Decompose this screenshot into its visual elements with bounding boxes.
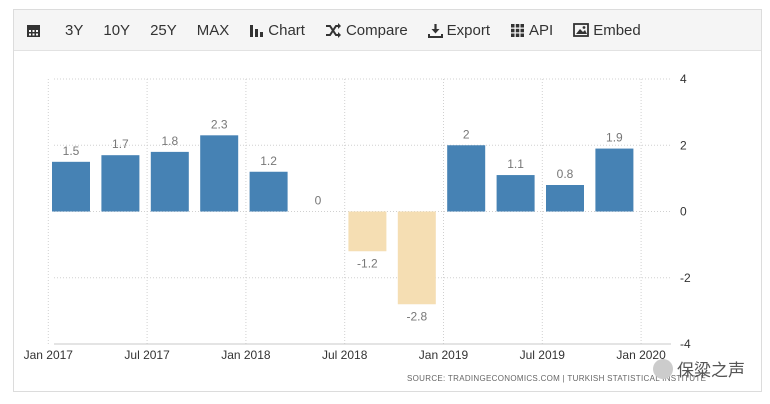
y-tick-label: -4 xyxy=(680,337,691,351)
grid-icon xyxy=(511,23,525,37)
y-tick-label: -2 xyxy=(680,271,691,285)
bar-q1-2019 xyxy=(447,145,486,212)
data-label: 1.2 xyxy=(260,154,277,168)
data-label: 1.7 xyxy=(112,137,129,151)
x-tick-label: Jan 2020 xyxy=(616,348,666,362)
data-label: 1.5 xyxy=(63,144,80,158)
range-3y-label: 3Y xyxy=(65,21,84,39)
y-tick-label: 4 xyxy=(680,72,687,86)
range-10y-button[interactable]: 10Y xyxy=(93,10,140,50)
range-25y-button[interactable]: 25Y xyxy=(140,10,187,50)
range-3y-button[interactable]: 3Y xyxy=(55,10,93,50)
embed-label: Embed xyxy=(593,21,641,39)
data-label: 1.1 xyxy=(507,157,524,171)
data-label: 2 xyxy=(463,127,470,141)
export-label: Export xyxy=(446,21,491,39)
data-label: 1.8 xyxy=(161,134,178,148)
chart-label: Chart xyxy=(268,21,305,39)
x-tick-label: Jul 2018 xyxy=(322,348,368,362)
api-label: API xyxy=(529,21,554,39)
data-label: -2.8 xyxy=(406,309,427,323)
compare-button[interactable]: Compare xyxy=(315,10,418,50)
bar-q3-2019 xyxy=(546,185,584,212)
bar-q4-2019 xyxy=(595,148,634,212)
y-tick-label: 0 xyxy=(680,205,687,219)
data-label: 2.3 xyxy=(211,117,228,131)
range-max-label: MAX xyxy=(196,21,230,39)
chart-frame: 3Y 10Y 25Y MAX Chart Compare Export xyxy=(13,9,762,392)
source-text: SOURCE: TRADINGECONOMICS.COM | TURKISH S… xyxy=(407,374,706,383)
data-label: 1.9 xyxy=(606,131,623,145)
bar-q1-2017 xyxy=(52,161,90,212)
data-label: 0 xyxy=(315,194,322,208)
range-10y-label: 10Y xyxy=(103,21,131,39)
bar-q4-2017 xyxy=(200,135,239,212)
bar-q4-2018 xyxy=(397,211,436,305)
bar-q3-2018 xyxy=(348,211,387,252)
watermark: 保粱之声 xyxy=(653,356,745,381)
compare-label: Compare xyxy=(345,21,408,39)
bar-q2-2017 xyxy=(101,155,140,212)
calendar-icon xyxy=(27,24,40,37)
bar-q3-2017 xyxy=(150,151,189,212)
data-label: 0.8 xyxy=(557,167,574,181)
range-max-button[interactable]: MAX xyxy=(187,10,240,50)
wechat-icon xyxy=(653,358,673,379)
bar-chart: 1.5 1.7 1.8 2.3 1.2 0 -1.2 -2.8 2 1.1 0.8 1.9 4 2 0 -2 -… xyxy=(24,72,706,383)
calendar-button[interactable] xyxy=(14,10,55,50)
bar-q2-2019 xyxy=(496,175,535,212)
bar-q1-2018 xyxy=(249,171,288,212)
chart-button[interactable]: Chart xyxy=(239,10,315,50)
data-label: -1.2 xyxy=(357,256,378,270)
bar-chart-icon xyxy=(250,24,264,37)
api-button[interactable]: API xyxy=(500,10,563,50)
y-tick-label: 2 xyxy=(680,138,687,152)
shuffle-icon xyxy=(325,22,341,38)
embed-button[interactable]: Embed xyxy=(563,10,651,50)
image-icon xyxy=(573,23,590,37)
export-button[interactable]: Export xyxy=(418,10,500,50)
x-tick-label: Jan 2017 xyxy=(24,348,74,362)
watermark-text: 保粱之声 xyxy=(677,361,745,380)
x-tick-label: Jul 2017 xyxy=(124,348,170,362)
x-tick-label: Jan 2019 xyxy=(419,348,469,362)
x-tick-label: Jul 2019 xyxy=(520,348,566,362)
chart-area: 1.5 1.7 1.8 2.3 1.2 0 -1.2 -2.8 2 1.1 0.8 1.9 4 2 0 -2 -… xyxy=(14,51,761,396)
x-tick-label: Jan 2018 xyxy=(221,348,271,362)
download-icon xyxy=(427,23,443,38)
range-25y-label: 25Y xyxy=(150,21,177,39)
toolbar: 3Y 10Y 25Y MAX Chart Compare Export xyxy=(14,10,761,51)
